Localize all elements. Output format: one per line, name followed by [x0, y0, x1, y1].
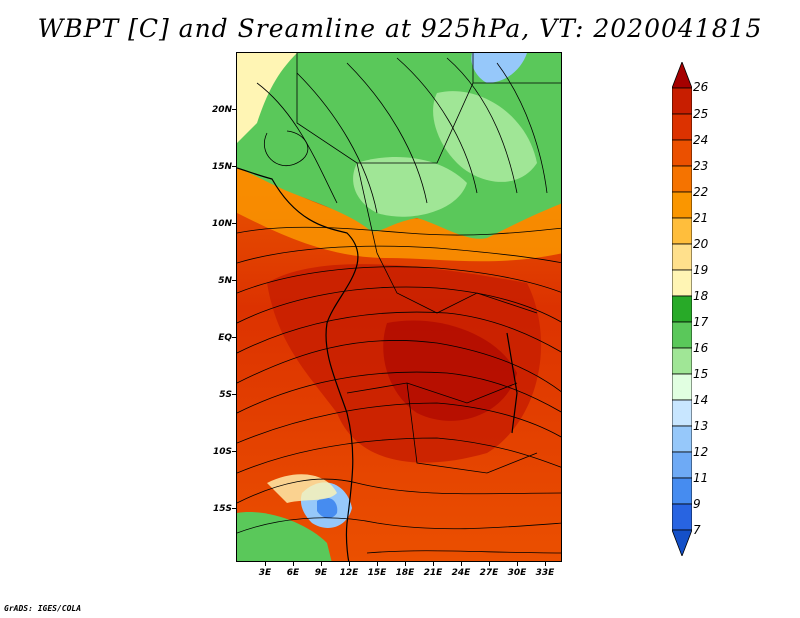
ytick-mark	[232, 337, 236, 338]
colorbar-segment	[672, 217, 692, 245]
ytick-mark	[232, 166, 236, 167]
colorbar-label: 18	[693, 289, 709, 303]
colorbar-label: 11	[693, 471, 709, 485]
colorbar-segment	[672, 295, 692, 323]
xtick-mark	[265, 562, 266, 566]
xtick-mark	[433, 562, 434, 566]
colorbar-label: 25	[693, 107, 709, 121]
ytick-label: 5S	[219, 390, 232, 400]
colorbar-segment	[672, 347, 692, 375]
xtick-label: 6E	[286, 568, 300, 578]
map-title: WBPT [C] and Sreamline at 925hPa, VT: 20…	[37, 14, 763, 43]
pale-nw-region	[237, 53, 297, 143]
xtick-mark	[517, 562, 518, 566]
lake-outline	[506, 332, 518, 434]
colorbar-label: 16	[693, 341, 709, 355]
xtick-mark	[489, 562, 490, 566]
colorbar-segment	[672, 243, 692, 271]
ytick-label: 10N	[211, 219, 232, 229]
xtick-mark	[321, 562, 322, 566]
coastline	[237, 167, 359, 561]
colorbar-segment	[672, 165, 692, 193]
colorbar-label: 14	[693, 393, 709, 407]
colorbar-label: 23	[693, 159, 709, 173]
colorbar-segment	[672, 191, 692, 219]
colorbar-label: 24	[693, 133, 709, 147]
xtick-label: 30E	[507, 568, 527, 578]
xtick-label: 18E	[395, 568, 415, 578]
light-green-region	[353, 157, 467, 217]
colorbar-segment	[672, 477, 692, 505]
ytick-label: 10S	[212, 447, 232, 457]
colorbar-bottom-triangle	[672, 529, 692, 556]
sw-pale-region	[267, 474, 337, 503]
wbpt-field-map	[237, 53, 561, 561]
colorbar-label: 22	[693, 185, 709, 199]
colorbar-label: 26	[693, 80, 709, 94]
colorbar-segment	[672, 321, 692, 349]
colorbar-label: 17	[693, 315, 709, 329]
xtick-label: 24E	[451, 568, 471, 578]
xtick-mark	[293, 562, 294, 566]
colorbar-label: 20	[693, 237, 709, 251]
hottest-core-region	[383, 320, 517, 421]
sw-cold-spot	[317, 497, 338, 519]
colorbar-segment	[672, 373, 692, 401]
xtick-mark	[377, 562, 378, 566]
colorbar-label: 7	[693, 523, 701, 537]
xtick-mark	[461, 562, 462, 566]
colorbar-segment	[672, 139, 692, 167]
colorbar-segment	[672, 113, 692, 141]
sw-green-region	[237, 512, 332, 561]
border-lines-central	[356, 162, 538, 314]
ytick-label: EQ	[218, 333, 232, 343]
ytick-mark	[232, 451, 236, 452]
ytick-mark	[232, 109, 236, 110]
colorbar-label: 12	[693, 445, 709, 459]
xtick-label: 21E	[423, 568, 443, 578]
cool-ne-region	[471, 53, 527, 83]
colorbar-top-triangle	[672, 62, 692, 89]
xtick-label: 9E	[314, 568, 328, 578]
xtick-mark	[545, 562, 546, 566]
xtick-label: 33E	[535, 568, 555, 578]
xtick-label: 12E	[339, 568, 359, 578]
ytick-mark	[232, 508, 236, 509]
map-panel	[236, 52, 562, 562]
streamlines	[237, 57, 561, 554]
colorbar-segments	[672, 62, 692, 556]
xtick-label: 15E	[367, 568, 387, 578]
border-lines-south	[346, 382, 538, 474]
xtick-mark	[405, 562, 406, 566]
colorbar-segment	[672, 399, 692, 427]
colorbar-label: 19	[693, 263, 709, 277]
ytick-mark	[232, 394, 236, 395]
ytick-label: 15S	[212, 504, 232, 514]
colorbar-label: 9	[693, 497, 701, 511]
xtick-label: 27E	[479, 568, 499, 578]
xtick-mark	[349, 562, 350, 566]
colorbar	[672, 62, 692, 556]
credit-text: GrADS: IGES/COLA	[4, 604, 82, 613]
ytick-mark	[232, 280, 236, 281]
colorbar-segment	[672, 425, 692, 453]
ytick-mark	[232, 223, 236, 224]
colorbar-segment	[672, 87, 692, 115]
border-lines-north	[296, 53, 474, 164]
colorbar-segment	[672, 269, 692, 297]
colorbar-label: 15	[693, 367, 709, 381]
xtick-label: 3E	[258, 568, 272, 578]
colorbar-segment	[672, 451, 692, 479]
colorbar-label: 13	[693, 419, 709, 433]
colorbar-segment	[672, 503, 692, 531]
ytick-label: 5N	[218, 276, 232, 286]
ytick-label: 15N	[211, 162, 232, 172]
colorbar-label: 21	[693, 211, 709, 225]
ytick-label: 20N	[211, 105, 232, 115]
